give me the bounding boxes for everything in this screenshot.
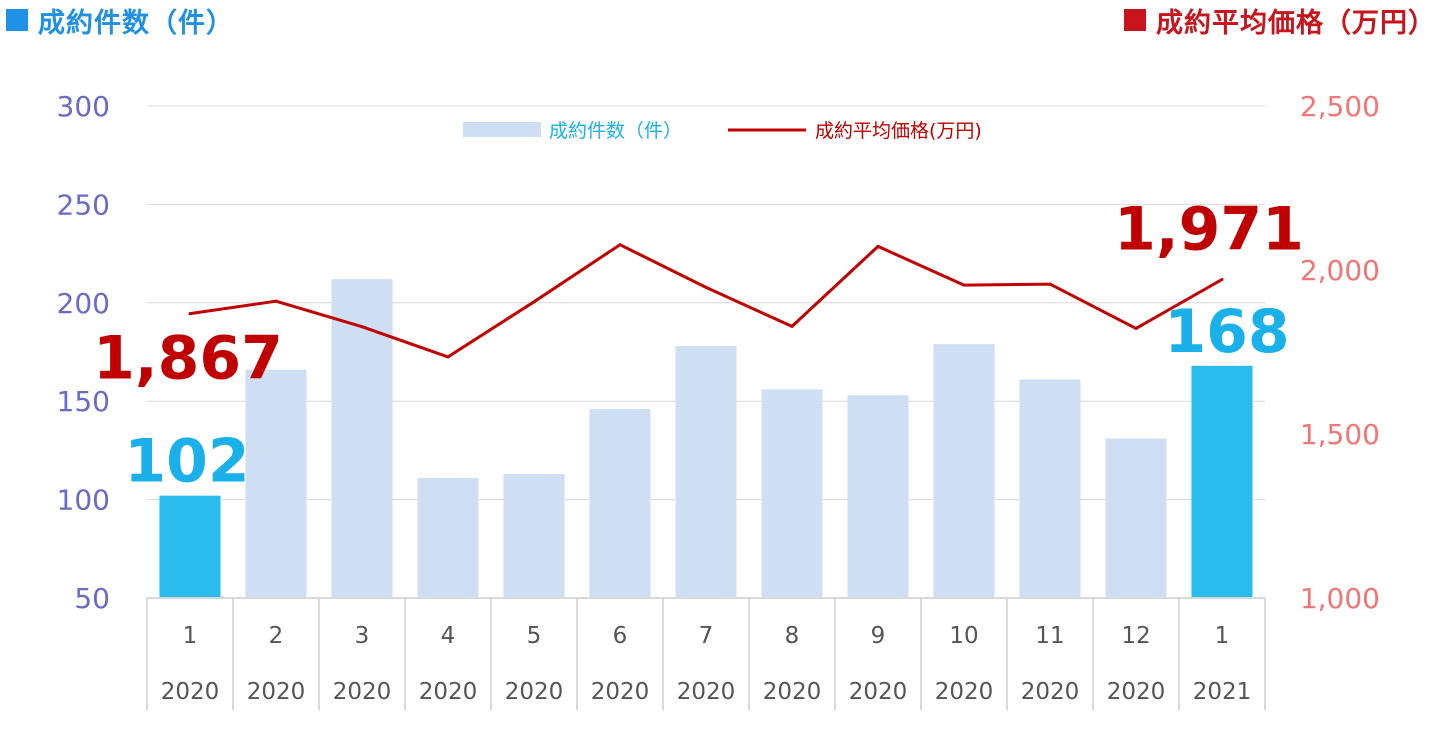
bar xyxy=(589,409,651,598)
line-point xyxy=(188,312,192,316)
x-month-label: 10 xyxy=(949,623,978,649)
x-month-label: 2 xyxy=(269,623,284,649)
x-year-label: 2020 xyxy=(505,679,564,705)
right-y-tick-label: 1,500 xyxy=(1300,418,1380,451)
x-year-label: 2020 xyxy=(1107,679,1166,705)
annotation-first-bar: 102 xyxy=(124,427,249,497)
line-point xyxy=(1220,278,1224,282)
right-header-square-icon xyxy=(1124,9,1146,31)
bar xyxy=(245,369,307,598)
x-month-label: 3 xyxy=(355,623,370,649)
line-series xyxy=(188,243,1224,359)
x-axis: 1 2020 2 2020 3 2020 4 2020 5 2020 6 2020 7 2020 8 2020… xyxy=(146,597,1266,710)
data-annotations: 102 168 1,867 1,971 xyxy=(93,195,1304,497)
x-year-label: 2020 xyxy=(247,679,306,705)
x-month-label: 4 xyxy=(441,623,456,649)
x-year-label: 2020 xyxy=(849,679,908,705)
left-axis-header: 成約件数（件） xyxy=(6,0,234,40)
x-year-label: 2020 xyxy=(161,679,220,705)
bar xyxy=(933,344,995,598)
bar xyxy=(761,389,823,598)
legend: 成約件数（件） 成約平均価格(万円) xyxy=(463,120,982,142)
left-y-axis: 50 100 150 200 250 300 xyxy=(57,90,110,615)
bar xyxy=(1191,365,1253,598)
x-month-label: 11 xyxy=(1035,623,1064,649)
line-point xyxy=(618,243,622,247)
x-year-label: 2020 xyxy=(419,679,478,705)
x-month-label: 1 xyxy=(1215,623,1230,649)
bar xyxy=(847,395,909,598)
bar xyxy=(1105,438,1167,598)
x-month-label: 7 xyxy=(699,623,714,649)
x-year-label: 2020 xyxy=(1021,679,1080,705)
line-point xyxy=(1134,326,1138,330)
right-axis-header-label: 成約平均価格（万円） xyxy=(1156,7,1436,39)
x-month-label: 9 xyxy=(871,623,886,649)
annotation-last-bar: 168 xyxy=(1164,297,1289,367)
left-y-tick-label: 50 xyxy=(74,582,110,615)
bar-series xyxy=(159,279,1253,598)
legend-line-label: 成約平均価格(万円) xyxy=(815,120,982,142)
legend-bar-label: 成約件数（件） xyxy=(549,120,682,142)
right-y-tick-label: 1,000 xyxy=(1300,582,1380,615)
annotation-first-price: 1,867 xyxy=(93,324,283,394)
left-y-tick-label: 250 xyxy=(57,188,110,221)
line-point xyxy=(704,285,708,289)
right-y-tick-label: 2,500 xyxy=(1300,90,1380,123)
bar xyxy=(1019,379,1081,598)
bar xyxy=(675,346,737,598)
line-point xyxy=(1048,282,1052,286)
x-month-label: 8 xyxy=(785,623,800,649)
right-axis-header: 成約平均価格（万円） xyxy=(1124,0,1436,40)
x-month-label: 1 xyxy=(183,623,198,649)
annotation-last-price: 1,971 xyxy=(1114,195,1304,265)
x-year-label: 2021 xyxy=(1193,679,1252,705)
x-month-label: 5 xyxy=(527,623,542,649)
x-month-label: 12 xyxy=(1121,623,1150,649)
x-year-label: 2020 xyxy=(763,679,822,705)
x-year-label: 2020 xyxy=(677,679,736,705)
line-point xyxy=(360,325,364,329)
line-point xyxy=(962,283,966,287)
right-y-axis: 1,000 1,500 2,000 2,500 xyxy=(1300,90,1380,615)
left-axis-header-label: 成約件数（件） xyxy=(38,7,234,39)
line-point xyxy=(876,244,880,248)
x-year-label: 2020 xyxy=(333,679,392,705)
bar xyxy=(503,474,565,598)
left-y-tick-label: 300 xyxy=(57,90,110,123)
line-point xyxy=(446,355,450,359)
legend-bar-swatch xyxy=(463,122,541,137)
line-point xyxy=(274,299,278,303)
bar xyxy=(159,495,221,598)
left-y-tick-label: 150 xyxy=(57,385,110,418)
right-y-tick-label: 2,000 xyxy=(1300,254,1380,287)
x-month-label: 6 xyxy=(613,623,628,649)
bar xyxy=(417,477,479,598)
left-y-tick-label: 100 xyxy=(57,484,110,517)
left-header-square-icon xyxy=(6,9,28,31)
line-point xyxy=(790,324,794,328)
left-y-tick-label: 200 xyxy=(57,287,110,320)
x-year-label: 2020 xyxy=(591,679,650,705)
line-point xyxy=(532,300,536,304)
x-year-label: 2020 xyxy=(935,679,994,705)
